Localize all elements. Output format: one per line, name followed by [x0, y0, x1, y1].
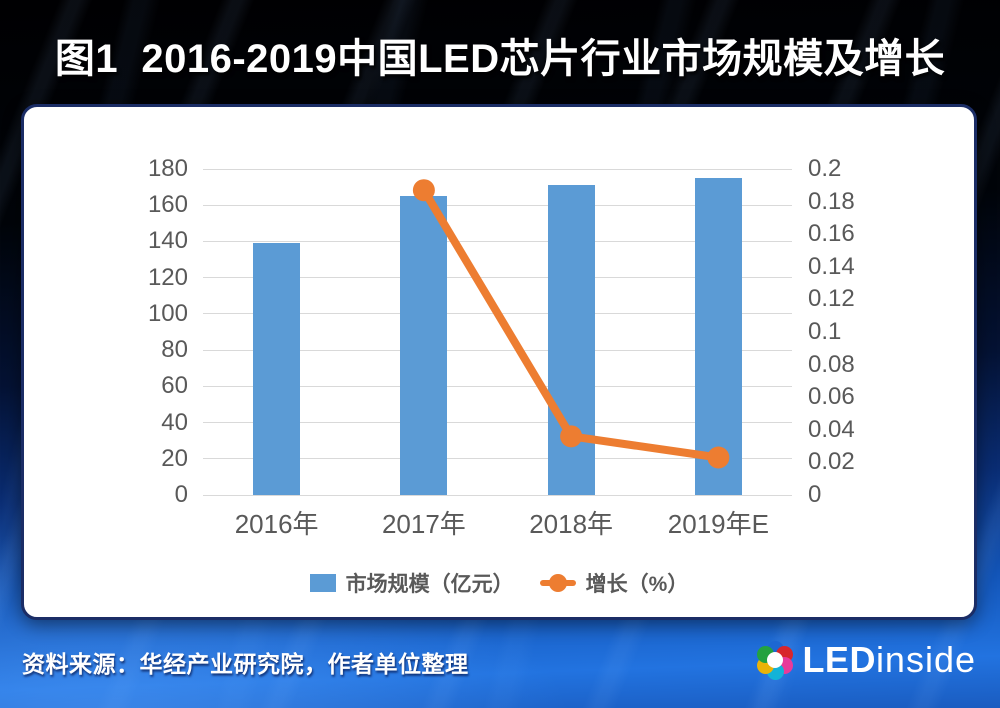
- y-axis-tick-right: 0.14: [808, 252, 855, 280]
- y-axis-tick-left: 180: [147, 155, 188, 182]
- plot-area: 180 160 140 120 100 80 60 40 20 0 0.2 0.18 0.16 0.14 0…: [148, 156, 855, 540]
- y-axis-tick-left: 0: [174, 481, 188, 508]
- x-axis-label: 2018年: [529, 509, 614, 539]
- legend-dot-icon: [548, 574, 567, 592]
- y-axis-tick-left: 40: [161, 408, 188, 436]
- y-axis-tick-right: 0.06: [808, 383, 855, 411]
- bar: [400, 196, 448, 495]
- line-marker: [707, 446, 730, 469]
- gridline: [203, 494, 792, 496]
- source-note: 资料来源：华经产业研究院，作者单位整理: [22, 651, 469, 677]
- line-marker: [412, 179, 435, 202]
- gridline: [203, 349, 792, 351]
- x-axis-label: 2017年: [381, 509, 466, 539]
- y-axis-tick-right: 0.12: [808, 285, 855, 313]
- legend: 市场规模（亿元） 增长（%）: [24, 568, 974, 598]
- bar: [694, 178, 742, 495]
- y-axis-tick-left: 60: [161, 372, 188, 400]
- y-axis-tick-right: 0.18: [808, 187, 855, 215]
- gridline: [203, 458, 792, 460]
- ledinside-logo: LEDinside: [755, 640, 976, 680]
- chart-title: 图1 2016-2019中国LED芯片行业市场规模及增长: [54, 37, 946, 81]
- legend-bar-swatch-icon: [309, 574, 336, 592]
- y-axis-tick-right: 0.08: [808, 350, 855, 378]
- legend-line-marker-icon: [539, 574, 576, 592]
- x-axis-label: 2019年E: [667, 509, 769, 539]
- y-axis-tick-right: 0: [808, 481, 822, 508]
- legend-label: 增长（%）: [585, 573, 689, 596]
- logo-text-led: LED: [802, 639, 876, 680]
- logo-center: [767, 652, 784, 668]
- chart-panel: 180 160 140 120 100 80 60 40 20 0 0.2 0.18 0.16 0.14 0…: [21, 104, 977, 620]
- bar: [253, 243, 301, 495]
- legend-label: 市场规模（亿元）: [345, 573, 514, 596]
- y-axis-tick-right: 0.04: [808, 415, 855, 443]
- y-axis-tick-right: 0.02: [808, 448, 855, 476]
- growth-line: [412, 179, 730, 469]
- y-axis-tick-right: 0.1: [808, 318, 842, 345]
- y-axis-tick-left: 160: [147, 191, 188, 219]
- y-axis-tick-left: 80: [161, 336, 188, 364]
- y-axis-tick-left: 20: [161, 444, 188, 472]
- y-axis-tick-left: 120: [147, 263, 188, 291]
- gridline: [203, 385, 792, 387]
- gridline: [203, 240, 792, 242]
- growth-line-path: [419, 186, 723, 462]
- line-marker: [560, 425, 583, 448]
- gridline: [203, 168, 792, 170]
- y-axis-tick-right: 0.2: [808, 155, 842, 182]
- ledinside-flower-icon: [755, 640, 795, 680]
- x-axis-label: 2016年: [234, 509, 319, 539]
- legend-item: 市场规模（亿元）: [309, 568, 514, 598]
- logo-text: LEDinside: [802, 640, 976, 680]
- y-axis-tick-left: 100: [147, 299, 188, 327]
- gridline: [203, 204, 792, 206]
- logo-text-inside: inside: [875, 639, 976, 680]
- gridline: [203, 277, 792, 279]
- y-axis-tick-left: 140: [147, 227, 188, 255]
- gridline: [203, 422, 792, 424]
- y-axis-tick-right: 0.16: [808, 220, 855, 248]
- legend-item: 增长（%）: [539, 568, 689, 598]
